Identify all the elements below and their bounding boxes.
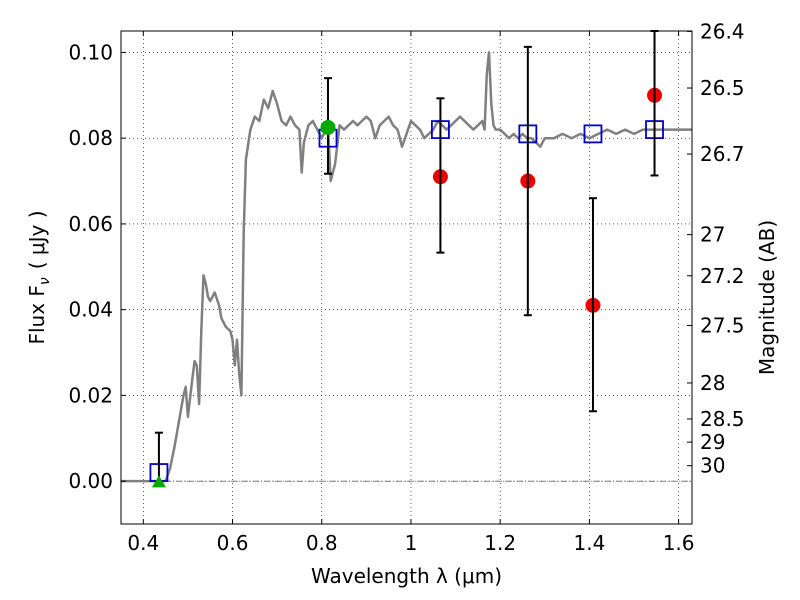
- error-bar: [588, 197, 597, 413]
- y-tick-label: 0.00: [68, 469, 113, 493]
- marker-layer: [149, 30, 664, 488]
- y-axis-title-sub: ν: [37, 277, 53, 285]
- y2-tick-label: 28: [700, 371, 725, 395]
- x-tick-label: 1.6: [663, 531, 695, 555]
- y-tick-label: 0.08: [68, 126, 113, 150]
- y-tick-label: 0.02: [68, 383, 113, 407]
- grid-lines: [121, 31, 692, 524]
- y2-tick-label: 26.7: [700, 142, 745, 166]
- y2-tick-label: 27.5: [700, 314, 745, 338]
- y-axis-title: Flux Fν ( μJy ): [25, 210, 53, 344]
- x-axis-title: Wavelength λ (μm): [311, 564, 502, 588]
- y2-axis-title: Magnitude (AB): [755, 220, 779, 375]
- y2-tick-label: 27: [700, 223, 725, 247]
- upper-limit-triangle: [151, 475, 166, 488]
- observed-flux-point: [320, 119, 336, 135]
- y2-tick-label: 26.5: [700, 76, 745, 100]
- y-axis-title-main: Flux F: [25, 285, 49, 344]
- series-layer: [121, 51, 692, 483]
- plot-area: [121, 51, 692, 483]
- y-axis-title-unit: ( μJy ): [25, 210, 49, 269]
- model-photometry-square: [583, 124, 603, 144]
- y2-tick-label: 28.5: [700, 407, 745, 431]
- y2-tick-label: 30: [700, 454, 725, 478]
- x-tick-label: 1.4: [573, 531, 605, 555]
- x-tick-label: 0.4: [127, 531, 159, 555]
- model-spectrum-line: [121, 51, 692, 483]
- y2-tick-label: 29: [700, 430, 725, 454]
- x-tick-label: 1: [405, 531, 418, 555]
- plot-frame: [120, 30, 693, 525]
- error-bar: [523, 45, 532, 317]
- y-tick-label: 0.04: [68, 298, 113, 322]
- x-tick-label: 1.2: [484, 531, 516, 555]
- y2-tick-label: 27.2: [700, 264, 745, 288]
- y-tick-label: 0.10: [68, 40, 113, 64]
- error-bar: [436, 97, 445, 254]
- x-tick-label: 0.8: [306, 531, 338, 555]
- error-bar: [154, 431, 163, 483]
- y-tick-label: 0.06: [68, 212, 113, 236]
- y2-tick-label: 26.4: [700, 19, 745, 43]
- tick-layer: 0.4 0.6 0.8 1 1.2 1.4 1.6 0.00 0.02 0.04 0.06 0.08 0…: [68, 19, 744, 555]
- x-tick-label: 0.6: [217, 531, 249, 555]
